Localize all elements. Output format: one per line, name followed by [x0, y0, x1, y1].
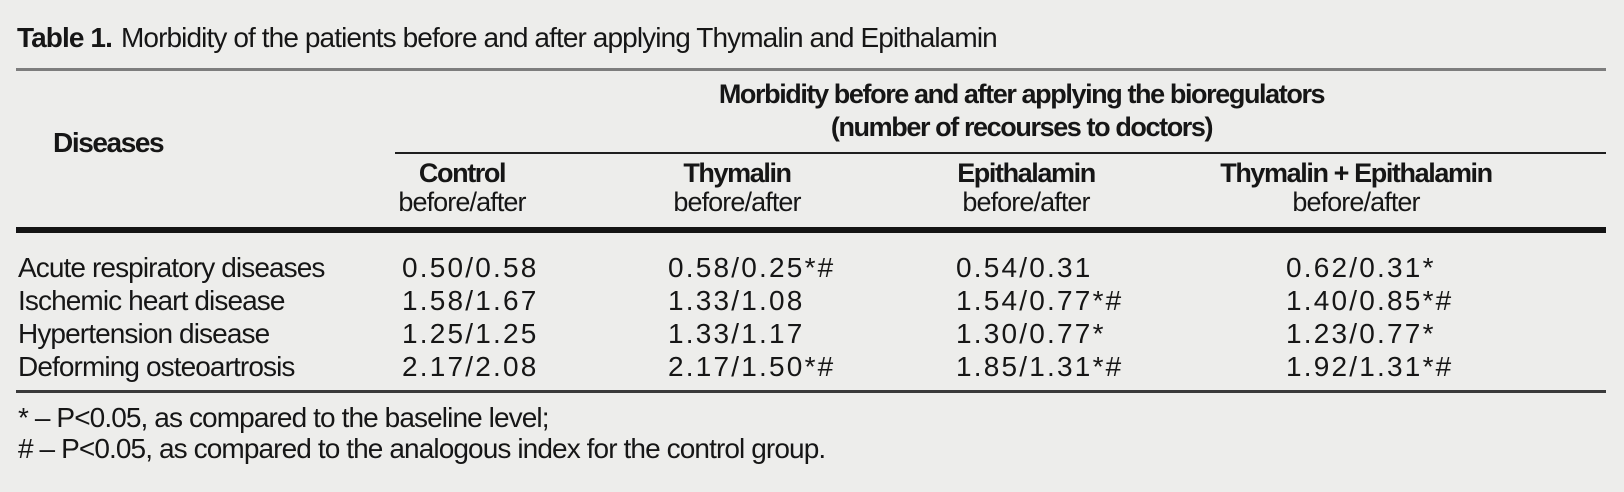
- table-row: Ischemic heart disease 1.58/1.67 1.33/1.…: [0, 285, 1624, 318]
- column-header-sub: before/after: [673, 187, 801, 217]
- column-header-thymalin: Thymalin before/after: [567, 159, 907, 217]
- caption-rule: [16, 68, 1606, 71]
- table-row: Deforming osteoartrosis 2.17/2.08 2.17/1…: [0, 351, 1624, 384]
- value-cell-control: 1.58/1.67: [402, 285, 539, 316]
- caption-label: Table 1.: [17, 22, 113, 53]
- disease-name-cell: Deforming osteoartrosis: [18, 351, 295, 382]
- value-cell-thymalin: 1.33/1.17: [668, 318, 805, 349]
- value-cell-combination: 1.92/1.31*#: [1286, 351, 1454, 382]
- footnote-hash: # – P<0.05, as compared to the analogous…: [18, 433, 826, 464]
- value-cell-control: 1.25/1.25: [402, 318, 539, 349]
- group-header-line2: (number of recourses to doctors): [830, 112, 1214, 142]
- value-cell-thymalin: 1.33/1.08: [668, 285, 805, 316]
- table-caption: Table 1. Morbidity of the patients before…: [17, 22, 998, 54]
- footnote-rule: [16, 390, 1606, 393]
- column-header-name: Thymalin + Epithalamin: [1220, 158, 1493, 188]
- table-row: Acute respiratory diseases 0.50/0.58 0.5…: [0, 252, 1624, 285]
- value-cell-epithalamin: 1.54/0.77*#: [956, 285, 1124, 316]
- column-header-name: Control: [418, 158, 507, 188]
- column-header-control: Control before/after: [292, 159, 632, 217]
- column-header-combination: Thymalin + Epithalamin before/after: [1186, 159, 1526, 217]
- diseases-column-header: Diseases: [53, 127, 165, 158]
- value-cell-thymalin: 0.58/0.25*#: [668, 252, 836, 283]
- table-row: Hypertension disease 1.25/1.25 1.33/1.17…: [0, 318, 1624, 351]
- value-cell-control: 2.17/2.08: [402, 351, 539, 382]
- value-cell-epithalamin: 1.85/1.31*#: [956, 351, 1124, 382]
- column-header-sub: before/after: [1292, 187, 1420, 217]
- value-cell-thymalin: 2.17/1.50*#: [668, 351, 836, 382]
- value-cell-control: 0.50/0.58: [402, 252, 539, 283]
- disease-name-cell: Hypertension disease: [18, 318, 270, 349]
- value-cell-combination: 0.62/0.31*: [1286, 252, 1436, 283]
- group-header-line1: Morbidity before and after applying the …: [718, 79, 1326, 109]
- value-cell-epithalamin: 1.30/0.77*: [956, 318, 1106, 349]
- column-header-name: Epithalamin: [957, 158, 1096, 188]
- column-header-sub: before/after: [962, 187, 1090, 217]
- group-header: Morbidity before and after applying the …: [416, 78, 1624, 144]
- footnote-asterisk: * – P<0.05, as compared to the baseline …: [18, 402, 550, 433]
- value-cell-combination: 1.23/0.77*: [1286, 318, 1436, 349]
- column-header-sub: before/after: [398, 187, 526, 217]
- value-cell-combination: 1.40/0.85*#: [1286, 285, 1454, 316]
- column-header-epithalamin: Epithalamin before/after: [856, 159, 1196, 217]
- disease-name-cell: Ischemic heart disease: [18, 285, 285, 316]
- caption-text: Morbidity of the patients before and aft…: [120, 22, 998, 53]
- header-body-rule: [16, 227, 1606, 233]
- column-header-name: Thymalin: [683, 158, 792, 188]
- value-cell-epithalamin: 0.54/0.31: [956, 252, 1093, 283]
- disease-name-cell: Acute respiratory diseases: [18, 252, 325, 283]
- group-header-underline: [395, 152, 1606, 154]
